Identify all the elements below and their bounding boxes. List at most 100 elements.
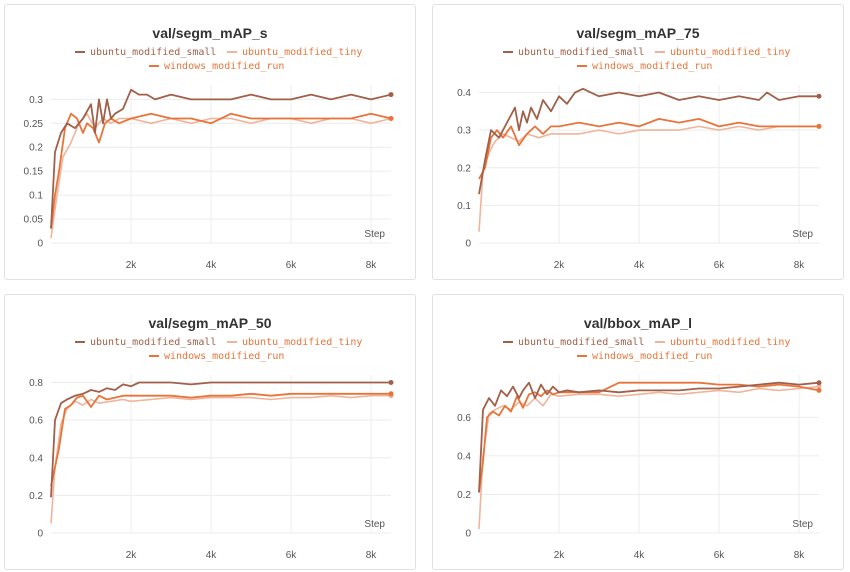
legend-item[interactable]: ubuntu_modified_small (75, 337, 216, 348)
legend-item[interactable]: windows_modified_run (149, 61, 284, 72)
series-end-point (388, 92, 394, 98)
legend-label: windows_modified_run (164, 351, 285, 362)
y-tick-label: 0.25 (24, 119, 44, 130)
y-tick-label: 0.2 (457, 163, 471, 174)
legend-swatch (149, 65, 159, 67)
chart-panel-segm-map-s[interactable]: val/segm_mAP_s ubuntu_modified_small ubu… (4, 4, 416, 280)
y-tick-label: 0 (37, 239, 43, 250)
legend-item[interactable]: ubuntu_modified_tiny (227, 47, 362, 58)
y-tick-label: 0.2 (457, 490, 471, 501)
legend-item[interactable]: windows_modified_run (577, 61, 712, 72)
legend-item[interactable]: ubuntu_modified_tiny (227, 337, 362, 348)
series-line (478, 87, 819, 195)
chart-title: val/bbox_mAP_l (583, 315, 693, 331)
x-tick-label: 8k (366, 550, 378, 561)
y-tick-label: 0.6 (29, 416, 43, 427)
legend-label: windows_modified_run (592, 61, 713, 72)
series-end-point (816, 380, 822, 386)
legend-swatch (503, 51, 513, 53)
y-tick-label: 0.1 (29, 191, 43, 202)
series-line (50, 88, 392, 229)
x-tick-label: 8k (794, 260, 806, 271)
legend-item[interactable]: ubuntu_modified_small (503, 47, 644, 58)
y-tick-label: 0.4 (29, 453, 43, 464)
y-tick-label: 0 (465, 239, 471, 250)
series-line (478, 125, 819, 232)
legend-label: ubuntu_modified_small (518, 337, 645, 348)
series-end-point (816, 387, 822, 393)
chart-legend: ubuntu_modified_small ubuntu_modified_ti… (433, 47, 843, 77)
series-line (50, 394, 391, 524)
series-line (50, 392, 391, 487)
x-tick-label: 2k (554, 550, 566, 561)
series-line (50, 112, 392, 239)
series-line (478, 381, 820, 493)
x-tick-label: 2k (126, 550, 138, 561)
series-end-point (816, 123, 822, 129)
legend-item[interactable]: windows_modified_run (577, 351, 712, 362)
legend-label: ubuntu_modified_small (518, 47, 645, 58)
chart-panel-segm-map-50[interactable]: val/segm_mAP_50 ubuntu_modified_small ub… (4, 294, 416, 570)
legend-swatch (75, 51, 85, 53)
series-line (478, 381, 820, 493)
y-tick-label: 0.1 (457, 201, 471, 212)
legend-swatch (149, 355, 159, 357)
legend-swatch (577, 65, 587, 67)
x-tick-label: 2k (126, 260, 138, 271)
x-tick-label: 6k (714, 550, 726, 561)
chart-title: val/segm_mAP_s (152, 25, 268, 41)
chart-title: val/segm_mAP_50 (148, 315, 272, 331)
legend-swatch (227, 341, 237, 343)
legend-label: ubuntu_modified_tiny (670, 337, 791, 348)
legend-label: ubuntu_modified_tiny (242, 47, 363, 58)
legend-label: ubuntu_modified_small (90, 337, 217, 348)
x-tick-label: 6k (286, 550, 298, 561)
y-tick-label: 0.4 (457, 88, 471, 99)
legend-label: ubuntu_modified_small (90, 47, 217, 58)
series-end-point (388, 380, 394, 386)
legend-label: windows_modified_run (164, 61, 285, 72)
x-tick-label: 4k (634, 260, 646, 271)
y-tick-label: 0.4 (457, 451, 471, 462)
series-line (50, 381, 391, 498)
legend-swatch (75, 341, 85, 343)
chart-title: val/segm_mAP_75 (576, 25, 700, 41)
series-line (50, 112, 392, 229)
legend-item[interactable]: ubuntu_modified_small (75, 47, 216, 58)
y-tick-label: 0 (465, 529, 471, 540)
chart-panel-bbox-map-l[interactable]: val/bbox_mAP_l ubuntu_modified_small ubu… (432, 294, 844, 570)
y-tick-label: 0.3 (29, 95, 43, 106)
y-tick-label: 0.8 (29, 378, 43, 389)
x-tick-label: 2k (554, 260, 566, 271)
x-axis-label: Step (364, 519, 385, 530)
x-axis-label: Step (792, 229, 813, 240)
legend-label: ubuntu_modified_tiny (670, 47, 791, 58)
x-axis-label: Step (364, 229, 385, 240)
y-tick-label: 0.3 (457, 126, 471, 137)
y-tick-label: 0.15 (24, 167, 44, 178)
chart-legend: ubuntu_modified_small ubuntu_modified_ti… (5, 47, 415, 77)
chart-panel-segm-map-75[interactable]: val/segm_mAP_75 ubuntu_modified_small ub… (432, 4, 844, 280)
series-line (478, 385, 820, 530)
x-tick-label: 4k (634, 550, 646, 561)
legend-swatch (655, 51, 665, 53)
legend-item[interactable]: ubuntu_modified_tiny (655, 337, 790, 348)
series-end-point (388, 116, 394, 122)
legend-swatch (503, 341, 513, 343)
chart-plot: 0 0.1 0.2 0.3 0.4 2k 4k 6k 8k Step (457, 85, 822, 271)
series-end-point (388, 391, 394, 397)
series-line (478, 118, 819, 180)
x-tick-label: 6k (286, 260, 298, 271)
legend-item[interactable]: ubuntu_modified_tiny (655, 47, 790, 58)
x-tick-label: 4k (206, 260, 218, 271)
legend-swatch (655, 341, 665, 343)
x-tick-label: 8k (366, 260, 378, 271)
series-end-point (816, 93, 822, 99)
chart-legend: ubuntu_modified_small ubuntu_modified_ti… (433, 337, 843, 367)
chart-plot: 0 0.05 0.1 0.15 0.2 0.25 0.3 2k 4k 6k 8k Step (24, 85, 394, 271)
x-axis-label: Step (792, 519, 813, 530)
legend-item[interactable]: ubuntu_modified_small (503, 337, 644, 348)
legend-label: windows_modified_run (592, 351, 713, 362)
chart-plot: 0 0.2 0.4 0.6 2k 4k 6k 8k Step (457, 375, 822, 561)
legend-item[interactable]: windows_modified_run (149, 351, 284, 362)
